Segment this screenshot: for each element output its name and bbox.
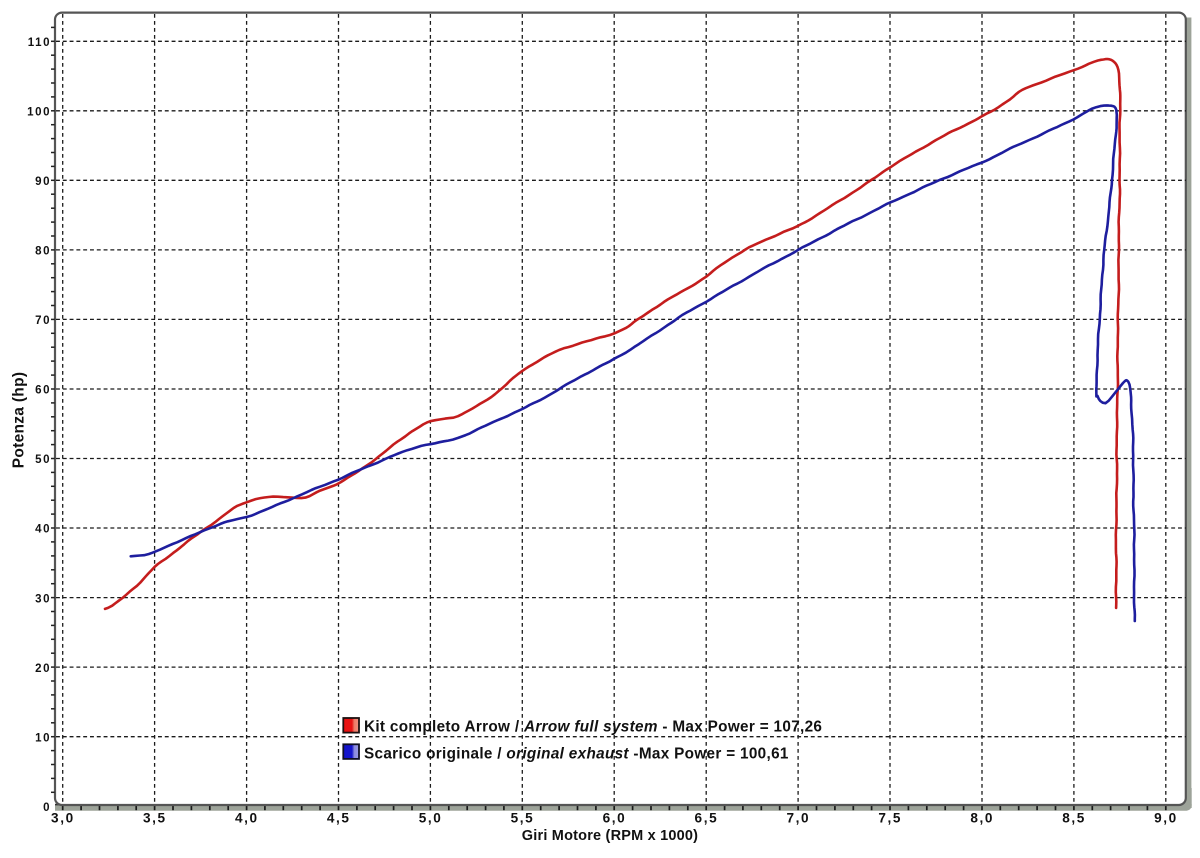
svg-text:3,0: 3,0 — [51, 810, 75, 825]
svg-text:3,5: 3,5 — [143, 810, 167, 825]
svg-text:20: 20 — [35, 663, 51, 675]
svg-text:100: 100 — [27, 107, 51, 119]
svg-text:9,0: 9,0 — [1154, 810, 1178, 825]
svg-text:110: 110 — [28, 37, 51, 49]
svg-text:Potenza (hp): Potenza (hp) — [11, 372, 28, 469]
svg-text:Giri Motore (RPM x 1000): Giri Motore (RPM x 1000) — [522, 828, 698, 844]
svg-text:0: 0 — [43, 802, 51, 814]
svg-text:Kit completo Arrow / Arrow ful: Kit completo Arrow / Arrow full system -… — [364, 718, 822, 735]
svg-text:70: 70 — [35, 315, 51, 327]
svg-text:4,5: 4,5 — [327, 810, 351, 825]
svg-text:7,5: 7,5 — [878, 810, 902, 825]
svg-text:6,5: 6,5 — [695, 810, 719, 825]
svg-text:8,5: 8,5 — [1062, 810, 1086, 825]
svg-text:Scarico originale / original e: Scarico originale / original exhaust -Ma… — [364, 746, 789, 763]
svg-text:40: 40 — [35, 524, 51, 536]
svg-text:50: 50 — [35, 454, 51, 466]
svg-text:30: 30 — [35, 593, 51, 605]
svg-text:6,0: 6,0 — [603, 810, 627, 825]
svg-text:60: 60 — [35, 385, 51, 397]
svg-text:5,0: 5,0 — [419, 810, 443, 825]
svg-text:10: 10 — [35, 732, 51, 744]
svg-text:80: 80 — [35, 246, 51, 258]
svg-text:7,0: 7,0 — [786, 810, 810, 825]
svg-text:4,0: 4,0 — [235, 810, 259, 825]
svg-text:8,0: 8,0 — [970, 810, 994, 825]
svg-text:90: 90 — [35, 176, 51, 188]
svg-text:5,5: 5,5 — [511, 810, 535, 825]
